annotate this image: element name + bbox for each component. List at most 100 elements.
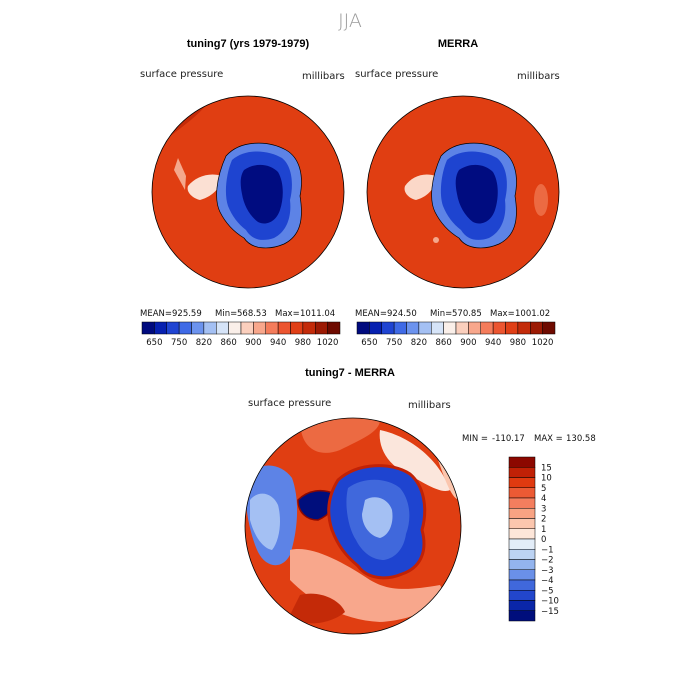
stat-mean-value: 925.59 (172, 309, 202, 319)
stat-min-label: Min= (430, 309, 452, 319)
colorbar-swatch (508, 549, 536, 560)
colorbar-tick-label: 10 (541, 474, 552, 484)
colorbar-tick-label: 1020 (317, 338, 339, 348)
stat-max-label: Max= (275, 309, 300, 319)
colorbar-tick-label: −15 (541, 607, 559, 617)
colorbar-tick-label: 750 (386, 338, 402, 348)
colorbar-tick-label: 940 (270, 338, 286, 348)
colorbar-tick-label: 900 (245, 338, 261, 348)
colorbar-swatch (369, 321, 382, 335)
colorbar-swatch (508, 600, 536, 611)
panel-obs-units-label: millibars (517, 71, 560, 82)
colorbar-swatch (431, 321, 444, 335)
colorbar-tick-label: 820 (196, 338, 212, 348)
colorbar-swatch (290, 321, 304, 335)
stat-min-label: MIN = (462, 434, 488, 444)
colorbar-swatch (203, 321, 217, 335)
colorbar-swatch (356, 321, 370, 335)
panel-obs-stats: MEAN= 924.50 Min= 570.85 Max= 1001.02 (355, 309, 550, 319)
colorbar-tick-label: −2 (541, 556, 554, 566)
panel-model-map (152, 96, 344, 288)
panel-obs-map (367, 96, 559, 288)
stat-max-value: 130.58 (566, 434, 596, 444)
colorbar-tick-label: 3 (541, 504, 546, 514)
panel-obs: MERRA surface pressure millibars MEAN= 9… (355, 38, 560, 348)
colorbar-tick-label: 860 (436, 338, 452, 348)
stat-min-value: -110.17 (492, 434, 525, 444)
colorbar-swatch (468, 321, 481, 335)
colorbar-swatch (265, 321, 279, 335)
colorbar-tick-label: 2 (541, 515, 546, 525)
colorbar-tick-label: −5 (541, 586, 554, 596)
colorbar-swatch (240, 321, 254, 335)
colorbar-swatch (277, 321, 291, 335)
stat-max-label: Max= (490, 309, 515, 319)
colorbar-swatch (508, 590, 536, 601)
colorbar-swatch (508, 467, 536, 478)
colorbar-swatch (191, 321, 205, 335)
colorbar-swatch (315, 321, 328, 335)
colorbar-tick-label: 940 (485, 338, 501, 348)
colorbar-tick-label: 980 (510, 338, 526, 348)
colorbar-tick-label: −10 (541, 597, 559, 607)
panel-diff-title: tuning7 - MERRA (305, 367, 395, 379)
colorbar-tick-label: 650 (146, 338, 162, 348)
stat-min-value: 568.53 (237, 309, 267, 319)
colorbar-swatch (406, 321, 420, 335)
colorbar-swatch (166, 321, 180, 335)
colorbar-swatch (508, 538, 536, 550)
colorbar-swatch (418, 321, 432, 335)
colorbar-tick-label: 1020 (532, 338, 554, 348)
colorbar-swatch (508, 569, 536, 581)
colorbar-swatch (508, 528, 536, 540)
colorbar-swatch (154, 321, 167, 335)
stat-min-label: Min= (215, 309, 237, 319)
panel-model-colorbar: 650 750 820 860 900 940 980 1020 (141, 321, 341, 348)
stat-max-value: 1011.04 (300, 309, 335, 319)
colorbar-swatch (542, 321, 556, 335)
colorbar-swatch (178, 321, 192, 335)
colorbar-tick-label: −1 (541, 545, 554, 555)
stat-min-value: 570.85 (452, 309, 482, 319)
panel-obs-colorbar: 650 750 820 860 900 940 980 1020 (356, 321, 556, 348)
colorbar-swatch (327, 321, 341, 335)
stat-mean-value: 924.50 (387, 309, 417, 319)
colorbar-tick-label: 4 (541, 494, 546, 504)
colorbar-swatch (253, 321, 266, 335)
panel-diff-variable-label: surface pressure (248, 398, 331, 409)
panel-diff-map (245, 418, 461, 634)
panel-model-title: tuning7 (yrs 1979-1979) (187, 38, 310, 50)
stat-mean-label: MEAN= (355, 309, 387, 319)
colorbar-swatch (508, 477, 536, 488)
colorbar-tick-label: 15 (541, 463, 552, 473)
panel-obs-title: MERRA (438, 38, 478, 50)
colorbar-tick-label: 980 (295, 338, 311, 348)
panel-diff-stats: MIN = -110.17 MAX = 130.58 (462, 434, 596, 444)
panel-obs-variable-label: surface pressure (355, 69, 438, 80)
panel-model-units-label: millibars (302, 71, 345, 82)
colorbar-tick-label: 650 (361, 338, 377, 348)
stat-max-value: 1001.02 (515, 309, 550, 319)
colorbar-swatch (455, 321, 469, 335)
colorbar-swatch (508, 456, 536, 468)
colorbar-swatch (530, 321, 543, 335)
colorbar-swatch (381, 321, 395, 335)
colorbar-swatch (228, 321, 242, 335)
colorbar-swatch (480, 321, 494, 335)
colorbar-swatch (302, 321, 316, 335)
colorbar-swatch (216, 321, 229, 335)
colorbar-tick-label: 5 (541, 484, 546, 494)
colorbar-swatch (508, 497, 536, 509)
colorbar-swatch (492, 321, 506, 335)
colorbar-swatch (443, 321, 457, 335)
colorbar-tick-label: −3 (541, 566, 554, 576)
colorbar-tick-label: 860 (221, 338, 237, 348)
panel-diff: tuning7 - MERRA surface pressure milliba… (244, 367, 596, 635)
colorbar-tick-label: 900 (460, 338, 476, 348)
colorbar-swatch (508, 559, 536, 570)
stat-max-label: MAX = (534, 434, 563, 444)
colorbar-swatch (393, 321, 407, 335)
colorbar-swatch (517, 321, 531, 335)
